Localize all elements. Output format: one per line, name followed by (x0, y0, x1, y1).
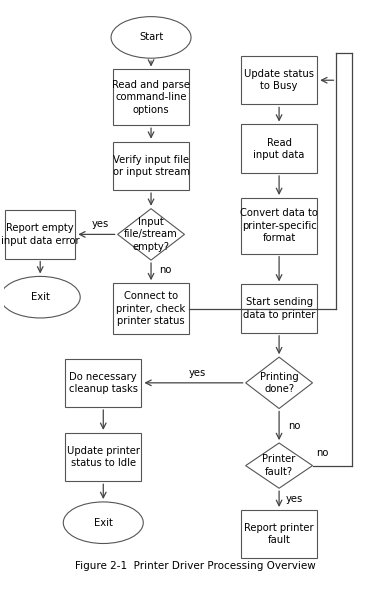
FancyBboxPatch shape (241, 510, 317, 558)
Text: Start sending
data to printer: Start sending data to printer (243, 297, 315, 320)
Text: Update printer
status to Idle: Update printer status to Idle (67, 446, 140, 468)
Polygon shape (118, 209, 184, 260)
FancyBboxPatch shape (113, 142, 189, 190)
Text: Report printer
fault: Report printer fault (244, 523, 314, 545)
FancyBboxPatch shape (5, 210, 75, 258)
FancyBboxPatch shape (65, 433, 142, 481)
Text: Input
file/stream
empty?: Input file/stream empty? (124, 217, 178, 252)
Text: Read
input data: Read input data (254, 138, 305, 160)
Text: no: no (288, 421, 301, 431)
FancyBboxPatch shape (241, 56, 317, 105)
Text: Report empty
input data error: Report empty input data error (1, 223, 80, 246)
Text: Convert data to
printer-specific
format: Convert data to printer-specific format (240, 209, 318, 243)
Text: Printer
fault?: Printer fault? (262, 454, 296, 477)
Polygon shape (246, 357, 312, 409)
Text: Update status
to Busy: Update status to Busy (244, 69, 314, 91)
FancyBboxPatch shape (241, 198, 317, 254)
Text: Verify input file
or input stream: Verify input file or input stream (113, 154, 190, 177)
Text: Connect to
printer, check
printer status: Connect to printer, check printer status (117, 291, 186, 326)
Ellipse shape (0, 276, 80, 318)
Ellipse shape (111, 17, 191, 58)
Polygon shape (246, 443, 312, 488)
Text: yes: yes (189, 368, 206, 377)
Text: Figure 2-1  Printer Driver Processing Overview: Figure 2-1 Printer Driver Processing Ove… (74, 561, 316, 571)
Text: Start: Start (139, 32, 163, 43)
Text: Exit: Exit (94, 517, 113, 528)
FancyBboxPatch shape (113, 70, 189, 125)
Text: Printing
done?: Printing done? (260, 371, 298, 394)
FancyBboxPatch shape (241, 284, 317, 333)
Text: yes: yes (286, 494, 303, 504)
Text: no: no (316, 448, 328, 458)
Text: Do necessary
cleanup tasks: Do necessary cleanup tasks (69, 371, 138, 394)
Text: Exit: Exit (31, 292, 50, 302)
FancyBboxPatch shape (65, 359, 142, 407)
FancyBboxPatch shape (241, 124, 317, 173)
Text: Read and parse
command-line
options: Read and parse command-line options (112, 80, 190, 115)
FancyBboxPatch shape (113, 283, 189, 334)
Text: yes: yes (92, 219, 109, 229)
Text: no: no (160, 266, 172, 275)
Ellipse shape (63, 502, 143, 543)
